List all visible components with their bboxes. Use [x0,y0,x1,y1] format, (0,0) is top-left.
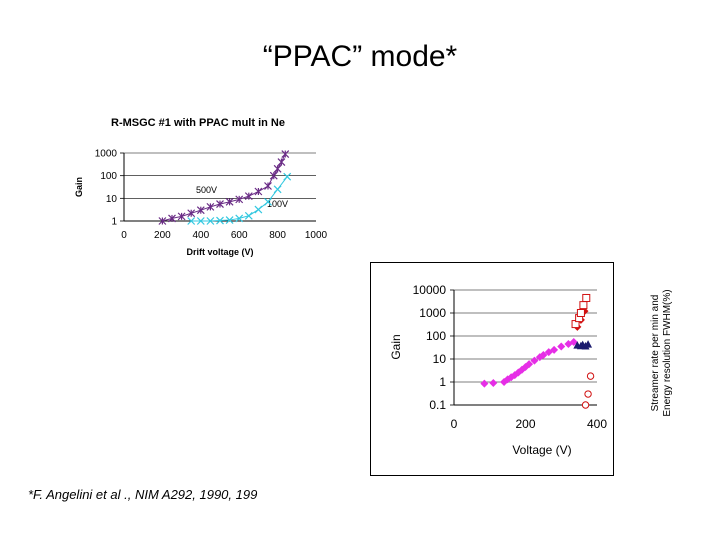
data-point [579,301,588,310]
data-point [273,164,282,173]
gain-vs-voltage-chart: Gain Voltage (V) 0.1 1 10 100 1000 10000 0 200 4… [370,262,614,476]
y-tick-label: 100 [426,329,446,343]
data-point [177,212,186,221]
series-1 [187,172,292,225]
data-point [206,217,215,225]
x-tick-label: 1000 [305,230,328,241]
chart2-ylabel: Gain [389,334,403,359]
data-point [586,372,595,380]
y-tick-label: 10000 [413,283,447,297]
data-point [564,339,573,348]
annotation-500v: 500V [196,185,217,195]
chart1-xlabel: Drift voltage (V) [186,247,253,257]
data-point [273,185,282,194]
data-point [225,197,234,206]
y-tick-label: 1000 [95,149,118,160]
y-tick-label: 1000 [419,306,446,320]
data-point [216,200,224,208]
data-point [581,401,590,409]
data-point [235,195,244,204]
y-tick-label: 1 [111,217,117,228]
x-tick-label: 600 [231,230,248,241]
x-tick-label: 400 [587,417,607,431]
x-tick-label: 0 [451,417,458,431]
chart1-ylabel: Gain [74,177,84,197]
data-point [539,350,548,359]
data-point [244,211,253,220]
y-tick-label: 0.1 [429,398,446,412]
data-point [187,209,196,218]
data-point [264,197,272,206]
data-point [480,379,489,388]
data-point [530,356,539,365]
chart2-xlabel: Voltage (V) [512,443,571,457]
footnote: *F. Angelini et al ., NIM A292, 1990, 19… [28,487,258,502]
y-tick-label: 10 [433,352,447,366]
annotation-100v: 100V [267,199,288,209]
data-point [254,205,263,214]
slide-title: “PPAC” mode* [262,40,458,73]
data-point [521,362,530,371]
series-0 [480,337,578,388]
data-point [550,345,559,354]
x-tick-label: 0 [121,230,127,241]
data-point [269,171,278,180]
series-1 [573,340,593,350]
x-tick-label: 200 [154,230,171,241]
data-point [216,216,224,225]
data-point [507,373,516,382]
series-line [162,153,286,222]
x-tick-label: 400 [192,230,209,241]
data-point [254,187,263,196]
data-point [187,217,196,225]
data-point [168,214,176,223]
data-point [225,216,234,224]
data-point [235,214,244,223]
x-tick-label: 200 [515,417,535,431]
data-point [584,340,593,348]
y-tick-label: 10 [106,194,118,205]
chart2-frame [370,262,614,476]
data-point [264,182,272,190]
data-point [576,309,585,317]
data-point [158,217,167,225]
y-tick-label: 1 [439,375,446,389]
chart1-title: R-MSGC #1 with PPAC mult in Ne [111,117,285,129]
side-axis-label: Streamer rate per min and Energy resolut… [636,265,688,440]
data-point [489,379,498,388]
data-point [582,293,591,302]
data-point [196,217,205,225]
y-tick-label: 100 [100,171,117,182]
data-point [557,342,566,351]
data-point [281,150,290,158]
data-point [206,202,215,211]
data-point [283,172,292,181]
data-point [277,158,286,166]
data-point [569,337,578,346]
data-point [584,390,592,398]
series-3 [571,293,591,329]
gain-vs-drift-voltage-chart: R-MSGC #1 with PPAC mult in Ne Gain Drif… [74,117,328,257]
data-point [244,192,253,201]
series-4 [581,372,595,409]
data-point [196,206,205,215]
x-tick-label: 800 [269,230,286,241]
side-label-line2: Energy resolution FWHM(%) [662,288,673,417]
data-point [525,360,534,369]
side-label-line1: Streamer rate per min and [650,294,661,411]
series-0 [158,150,290,225]
data-point [510,371,519,380]
